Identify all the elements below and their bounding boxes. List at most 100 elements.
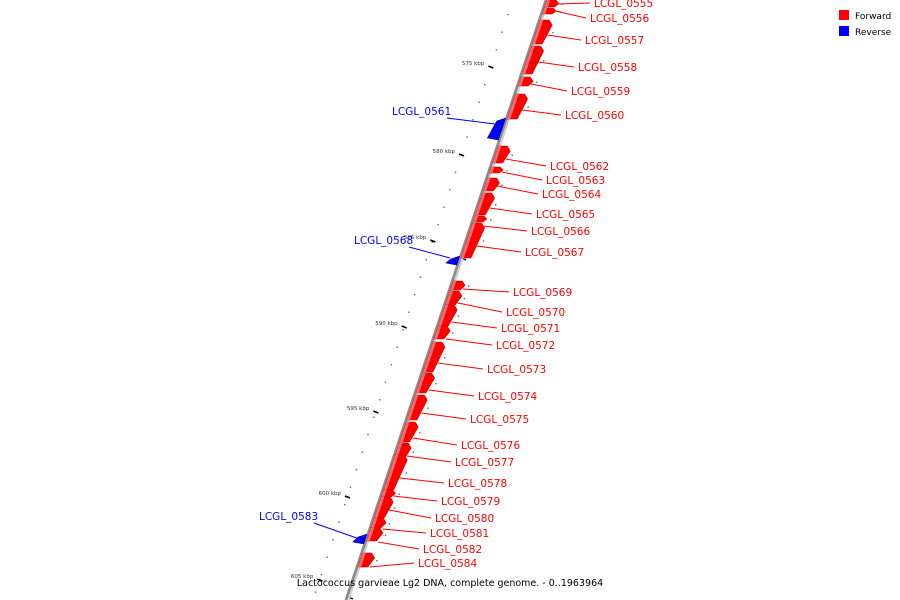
- gene-connector: [399, 477, 445, 484]
- gene-label-text: LCGL_0581: [430, 528, 489, 540]
- dot-marker: [466, 136, 468, 138]
- gene-lcgl_0562[interactable]: [492, 145, 513, 164]
- gene-label-lcgl_0563: LCGL_0563: [501, 171, 605, 187]
- gene-label-lcgl_0557: LCGL_0557: [547, 34, 644, 47]
- gene-arrow-highlight: [450, 281, 457, 290]
- dot-marker: [388, 523, 391, 525]
- gene-connector: [388, 509, 432, 519]
- gene-label-text: LCGL_0560: [565, 110, 624, 122]
- gene-label-text: LCGL_0567: [525, 247, 584, 259]
- gene-arrow-highlight: [473, 216, 478, 222]
- dot-marker: [376, 560, 378, 562]
- dot-marker: [384, 381, 387, 383]
- gene-label-text: LCGL_0577: [455, 457, 514, 469]
- scale-tick-label: 595 kbp: [347, 406, 370, 412]
- dot-marker: [402, 329, 404, 331]
- gene-arrow-highlight: [434, 326, 442, 339]
- backbone-line: [344, 0, 548, 600]
- gene-lcgl_0574[interactable]: [415, 372, 437, 394]
- gene-label-lcgl_0572: LCGL_0572: [445, 338, 555, 352]
- legend-forward-swatch: [839, 10, 849, 20]
- gene-arrow-highlight: [507, 94, 519, 119]
- gene-arrow-highlight: [407, 395, 419, 420]
- gene-arrow: [486, 117, 507, 141]
- dot-marker: [320, 574, 323, 576]
- gene-lcgl_0560[interactable]: [506, 93, 529, 120]
- gene-label-lcgl_0575: LCGL_0575: [421, 412, 529, 426]
- gene-label-lcgl_0579: LCGL_0579: [393, 495, 500, 508]
- gene-lcgl_0568[interactable]: [445, 255, 461, 266]
- dot-marker: [457, 315, 460, 317]
- gene-label-lcgl_0559: LCGL_0559: [530, 83, 630, 98]
- dot-marker: [405, 472, 407, 474]
- gene-label-text: LCGL_0558: [578, 62, 637, 74]
- gene-lcgl_0561[interactable]: [486, 117, 507, 141]
- gene-label-lcgl_0571: LCGL_0571: [451, 321, 560, 335]
- legend-reverse-label: Reverse: [855, 28, 892, 38]
- gene-label-lcgl_0578: LCGL_0578: [399, 477, 507, 490]
- gene-lcgl_0583[interactable]: [352, 533, 368, 545]
- gene-lcgl_0584[interactable]: [357, 552, 378, 568]
- dot-marker: [419, 276, 422, 278]
- scale-tick: [317, 578, 323, 582]
- dot-marker: [435, 383, 437, 385]
- gene-label-text: LCGL_0579: [441, 496, 500, 508]
- gene-lcgl_0556[interactable]: [541, 7, 561, 15]
- gene-lcgl_0565[interactable]: [474, 192, 497, 216]
- gene-label-lcgl_0562: LCGL_0562: [505, 158, 609, 173]
- gene-label-text: LCGL_0564: [542, 189, 601, 201]
- genome-caption: Lactococcus garvieae Lg2 DNA, complete g…: [296, 578, 604, 589]
- dot-marker: [495, 204, 497, 206]
- scale-tick-label: 600 kbp: [319, 491, 342, 497]
- gene-connector: [393, 495, 438, 502]
- gene-label-lcgl_0567: LCGL_0567: [476, 245, 584, 259]
- gene-connector: [313, 522, 357, 539]
- gene-lcgl_0566[interactable]: [472, 215, 492, 223]
- gene-lcgl_0580[interactable]: [373, 496, 396, 519]
- gene-connector: [530, 83, 568, 92]
- dot-marker: [419, 432, 421, 434]
- gene-arrow-highlight: [542, 8, 548, 14]
- gene-label-text: LCGL_0573: [487, 364, 546, 376]
- gene-lcgl_0569[interactable]: [449, 280, 470, 291]
- dot-marker: [349, 486, 352, 488]
- dot-marker: [482, 240, 485, 242]
- gene-lcgl_0559[interactable]: [517, 76, 538, 87]
- gene-arrow-highlight: [381, 490, 387, 497]
- gene-lcgl_0557[interactable]: [531, 19, 554, 45]
- gene-lcgl_0581[interactable]: [370, 517, 391, 529]
- gene-connector: [382, 528, 427, 534]
- gene-lcgl_0570[interactable]: [444, 290, 466, 306]
- dot-marker: [390, 364, 393, 366]
- gene-lcgl_0575[interactable]: [406, 394, 429, 421]
- dot-marker: [396, 346, 398, 348]
- gene-arrow-highlight: [423, 342, 436, 372]
- gene-lcgl_0572[interactable]: [433, 325, 454, 340]
- dot-marker: [393, 507, 396, 509]
- gene-connector: [437, 362, 484, 370]
- gene-lcgl_0564[interactable]: [482, 177, 503, 192]
- gene-lcgl_0558[interactable]: [521, 45, 545, 75]
- gene-label-text: LCGL_0575: [470, 414, 529, 426]
- gene-lcgl_0563[interactable]: [488, 166, 508, 174]
- gene-arrow: [352, 533, 368, 545]
- gene-lcgl_0576[interactable]: [399, 421, 421, 443]
- dot-marker: [495, 49, 498, 51]
- dot-marker: [338, 521, 340, 523]
- gene-lcgl_0582[interactable]: [366, 527, 387, 542]
- gene-label-lcgl_0561: LCGL_0561: [392, 106, 495, 125]
- gene-lcgl_0567[interactable]: [460, 222, 485, 259]
- gene-lcgl_0571[interactable]: [437, 304, 460, 327]
- gene-label-lcgl_0577: LCGL_0577: [406, 455, 514, 469]
- dot-marker: [507, 14, 509, 16]
- gene-lcgl_0555[interactable]: [544, 0, 564, 8]
- dot-marker: [452, 332, 454, 334]
- gene-lcgl_0573[interactable]: [422, 341, 446, 373]
- gene-arrow: [521, 45, 544, 75]
- gene-lcgl_0578[interactable]: [383, 454, 408, 491]
- legend: Forward Reverse: [839, 10, 892, 38]
- gene-label-text: LCGL_0555: [594, 0, 653, 10]
- gene-arrow: [506, 93, 528, 120]
- gene-lcgl_0579[interactable]: [380, 489, 400, 498]
